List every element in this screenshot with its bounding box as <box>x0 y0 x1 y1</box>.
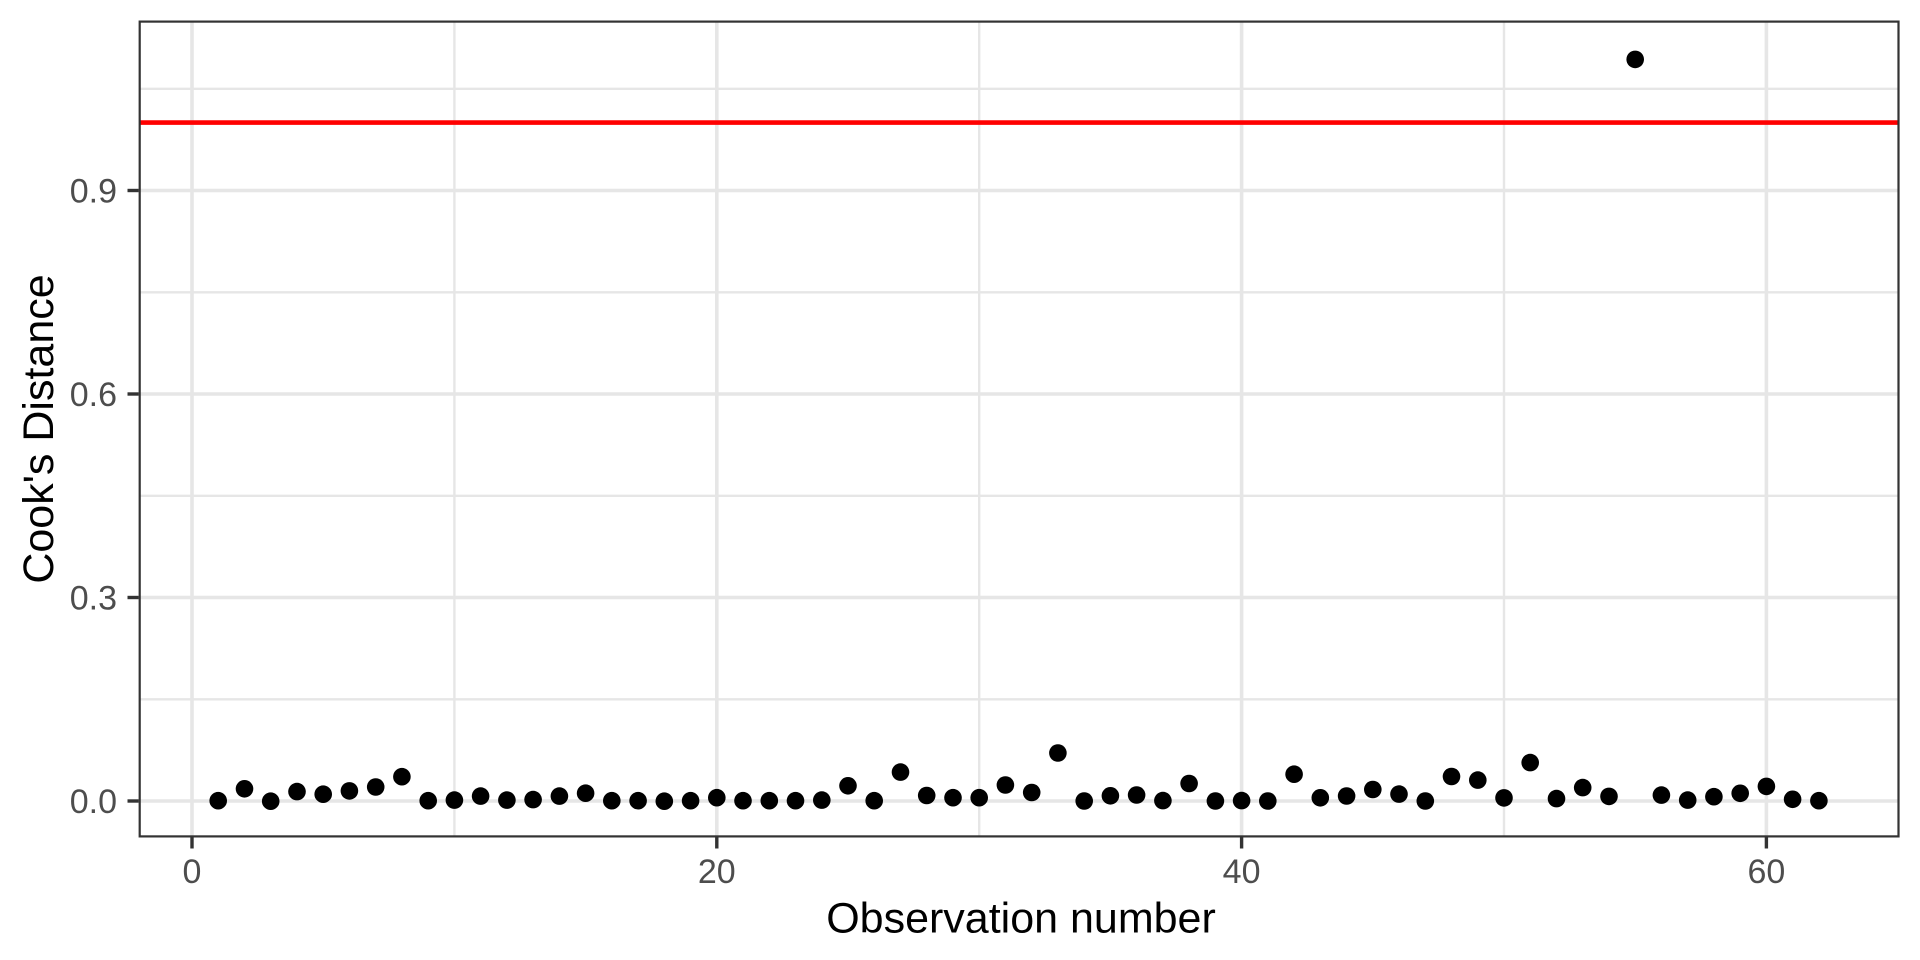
svg-text:60: 60 <box>1747 853 1785 891</box>
svg-text:0.6: 0.6 <box>70 376 117 414</box>
svg-text:Cook's Distance: Cook's Distance <box>15 274 63 583</box>
svg-text:0.3: 0.3 <box>70 580 117 618</box>
svg-text:0.0: 0.0 <box>70 783 117 821</box>
svg-text:0.9: 0.9 <box>70 173 117 211</box>
svg-text:20: 20 <box>698 853 736 891</box>
svg-text:Observation number: Observation number <box>826 895 1216 943</box>
svg-text:40: 40 <box>1223 853 1261 891</box>
svg-text:0: 0 <box>183 853 202 891</box>
